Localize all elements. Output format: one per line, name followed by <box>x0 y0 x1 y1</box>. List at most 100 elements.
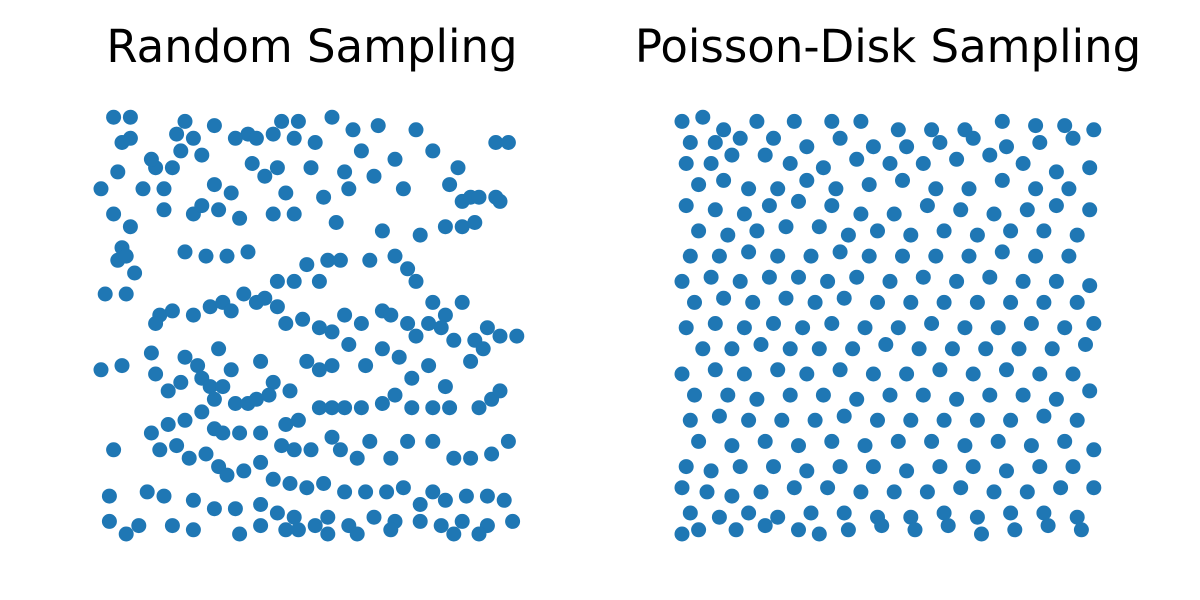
scatter-point <box>1069 509 1085 525</box>
scatter-point <box>707 202 723 218</box>
scatter-point <box>961 181 977 197</box>
scatter-point <box>990 320 1006 336</box>
scatter-point <box>496 492 512 508</box>
scatter-point <box>206 501 222 517</box>
scatter-point <box>724 488 740 504</box>
scatter-point <box>736 320 752 336</box>
scatter-point <box>1048 198 1064 214</box>
scatter-point <box>770 181 786 197</box>
scatter-point <box>1069 412 1085 428</box>
scatter-point <box>1032 459 1048 475</box>
scatter-point <box>999 139 1014 155</box>
scatter-point <box>1032 366 1048 382</box>
scatter-point <box>836 505 852 521</box>
scatter-point <box>185 522 201 538</box>
scatter-point <box>353 316 369 331</box>
scatter-point <box>1007 522 1023 538</box>
scatter-point <box>471 400 487 416</box>
scatter-point <box>682 412 698 428</box>
scatter-point <box>757 518 773 534</box>
scatter-point <box>286 130 302 146</box>
scatter-point <box>286 509 302 525</box>
scatter-point <box>674 366 690 382</box>
scatter-point <box>341 181 357 197</box>
scatter-point <box>932 459 948 475</box>
scatter-point <box>1082 160 1098 176</box>
scatter-point <box>707 135 723 150</box>
scatter-point <box>278 417 294 432</box>
scatter-point <box>857 438 873 454</box>
poisson-disk-sampling-plot <box>674 109 1102 542</box>
scatter-point <box>815 387 831 403</box>
scatter-point <box>269 505 285 521</box>
scatter-point <box>475 341 491 357</box>
scatter-point <box>156 488 172 504</box>
scatter-point <box>915 387 931 403</box>
scatter-point <box>969 227 985 243</box>
scatter-point <box>190 358 206 374</box>
scatter-point <box>1044 341 1060 357</box>
random-sampling-panel: Random Sampling <box>93 20 525 542</box>
scatter-point <box>949 391 965 407</box>
scatter-point <box>936 294 952 310</box>
scatter-point <box>433 518 449 534</box>
scatter-point <box>463 353 479 369</box>
scatter-point <box>982 147 998 163</box>
scatter-point <box>177 412 193 428</box>
scatter-point <box>215 379 231 395</box>
scatter-point <box>778 290 794 306</box>
scatter-point <box>724 341 740 357</box>
scatter-point <box>915 269 931 285</box>
scatter-point <box>1061 181 1077 197</box>
scatter-point <box>919 198 935 214</box>
scatter-point <box>248 391 264 407</box>
scatter-point <box>674 526 690 542</box>
scatter-point <box>774 412 790 428</box>
scatter-point <box>303 160 319 176</box>
scatter-point <box>994 172 1010 188</box>
scatter-point <box>682 505 698 521</box>
scatter-point <box>782 156 798 171</box>
scatter-point <box>458 488 474 504</box>
scatter-point <box>782 341 798 357</box>
scatter-point <box>932 135 948 150</box>
scatter-point <box>1086 480 1102 496</box>
scatter-point <box>269 299 285 315</box>
scatter-point <box>353 143 369 159</box>
scatter-point <box>761 198 777 214</box>
scatter-point <box>878 337 894 352</box>
scatter-point <box>223 362 239 378</box>
scatter-point <box>766 459 781 475</box>
scatter-point <box>366 509 382 525</box>
scatter-point <box>682 135 698 150</box>
scatter-point <box>786 480 802 496</box>
scatter-point <box>861 177 877 193</box>
scatter-point <box>791 438 806 454</box>
scatter-point <box>437 379 453 395</box>
scatter-point <box>505 513 521 529</box>
scatter-point <box>999 362 1014 378</box>
scatter-point <box>391 349 407 365</box>
scatter-point <box>886 206 902 222</box>
scatter-point <box>353 400 369 416</box>
scatter-point <box>720 227 736 243</box>
scatter-point <box>882 387 898 403</box>
scatter-point <box>450 160 466 176</box>
scatter-point <box>999 463 1014 479</box>
scatter-point <box>936 505 952 521</box>
scatter-point <box>703 463 719 479</box>
scatter-point <box>703 269 719 285</box>
scatter-point <box>770 509 786 525</box>
scatter-point <box>286 206 302 222</box>
scatter-point <box>173 374 189 390</box>
scatter-point <box>106 109 122 125</box>
scatter-point <box>957 438 973 454</box>
scatter-point <box>169 438 185 454</box>
scatter-point <box>463 450 479 466</box>
scatter-point <box>1023 316 1039 331</box>
scatter-point <box>757 147 773 163</box>
scatter-point <box>324 324 340 340</box>
scatter-point <box>749 223 765 239</box>
scatter-point <box>803 248 819 264</box>
scatter-point <box>1082 278 1098 294</box>
